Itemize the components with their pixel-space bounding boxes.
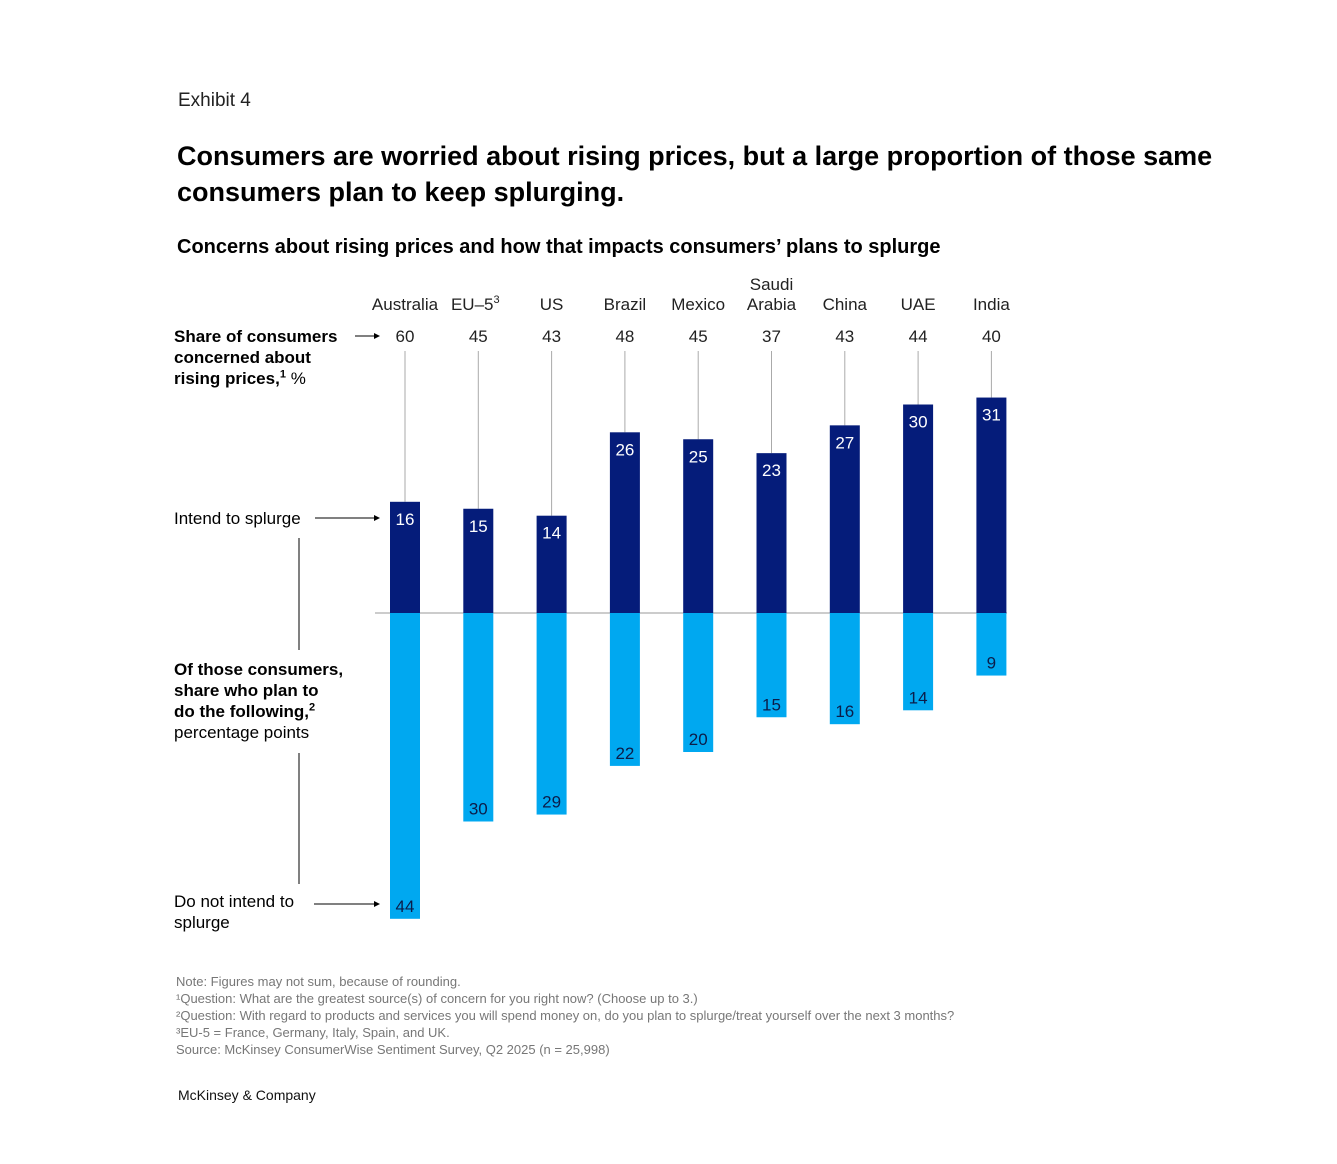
not-intend-bar-0 — [390, 613, 420, 919]
not-intend-value-4: 20 — [689, 730, 708, 749]
category-label-5-line1: Saudi — [750, 275, 793, 294]
concern-value-1: 45 — [469, 327, 488, 346]
concern-label-line1: Share of consumers — [174, 327, 338, 346]
concern-row-label: Share of consumers concerned about risin… — [174, 326, 337, 389]
brand-logo-text: McKinsey & Company — [178, 1087, 316, 1103]
intend-value-3: 26 — [615, 440, 634, 459]
intend-value-8: 31 — [982, 406, 1001, 425]
not-intend-value-0: 44 — [396, 897, 415, 916]
not-intend-bar-7 — [903, 613, 934, 711]
concern-label-line3: rising prices, — [174, 369, 280, 388]
footnotes: Note: Figures may not sum, because of ro… — [176, 973, 954, 1058]
not-intend-value-2: 29 — [542, 793, 561, 812]
intend-arrow-head — [374, 515, 380, 521]
category-label-6: China — [823, 295, 868, 314]
intend-value-1: 15 — [469, 517, 488, 536]
concern-value-0: 60 — [396, 327, 415, 346]
not-intend-bar-2 — [536, 613, 567, 815]
plan-unit: percentage points — [174, 723, 310, 742]
not-intend-bar-1 — [463, 613, 494, 822]
not-intend-bar-3 — [609, 613, 640, 766]
not-intend-bar-5 — [756, 613, 787, 718]
intend-bar-8 — [976, 397, 1007, 613]
not-intend-row-label: Do not intend to splurge — [174, 891, 294, 933]
intend-value-5: 23 — [762, 461, 781, 480]
intend-value-4: 25 — [689, 447, 708, 466]
plan-label-line2: share who plan to — [174, 681, 319, 700]
exhibit-label: Exhibit 4 — [178, 90, 251, 111]
not-intend-value-8: 9 — [987, 654, 996, 673]
intend-row-label: Intend to splurge — [174, 509, 301, 528]
intend-bar-1 — [463, 508, 494, 613]
intend-value-2: 14 — [542, 524, 561, 543]
not-intend-bar-4 — [683, 613, 714, 752]
concern-value-4: 45 — [689, 327, 708, 346]
concern-value-2: 43 — [542, 327, 561, 346]
intend-bar-4 — [683, 439, 714, 613]
intend-value-7: 30 — [909, 413, 928, 432]
intend-bar-2 — [536, 515, 567, 613]
not-intend-value-1: 30 — [469, 800, 488, 819]
category-label-8: India — [973, 295, 1010, 314]
chart-subtitle: Concerns about rising prices and how tha… — [177, 236, 941, 258]
concern-value-5: 37 — [762, 327, 781, 346]
plan-label-line3: do the following, — [174, 702, 310, 721]
not-intend-value-3: 22 — [615, 744, 634, 763]
concern-arrow-head — [374, 333, 380, 339]
not-intend-label-line2: splurge — [174, 913, 230, 932]
intend-value-0: 16 — [396, 510, 415, 529]
not-intend-value-6: 16 — [835, 702, 854, 721]
not-intend-bar-6 — [829, 613, 860, 725]
chart-title: Consumers are worried about rising price… — [177, 141, 1213, 207]
concern-value-3: 48 — [615, 327, 634, 346]
not-intend-arrow-head — [374, 901, 380, 907]
intend-value-6: 27 — [835, 433, 854, 452]
intend-bar-6 — [829, 425, 860, 613]
not-intend-value-7: 14 — [909, 688, 928, 707]
not-intend-label-line1: Do not intend to — [174, 892, 295, 911]
not-intend-value-5: 15 — [762, 695, 781, 714]
intend-bar-5 — [756, 453, 787, 613]
concern-label-line2: concerned about — [174, 348, 311, 367]
concern-value-6: 43 — [835, 327, 854, 346]
category-label-1: EU–53 — [451, 294, 500, 314]
category-label-7: UAE — [901, 295, 936, 314]
intend-bar-7 — [903, 404, 934, 613]
not-intend-bar-8 — [976, 613, 1007, 676]
concern-value-8: 40 — [982, 327, 1001, 346]
category-label-2: US — [540, 295, 564, 314]
plan-footnote-marker: 2 — [309, 701, 316, 714]
footnote-2: ²Question: With regard to products and s… — [176, 1008, 955, 1023]
intend-bar-3 — [609, 432, 640, 613]
source-line: Source: McKinsey ConsumerWise Sentiment … — [176, 1042, 610, 1057]
concern-footnote-marker: 1 — [279, 368, 286, 381]
plan-row-label: Of those consumers, share who plan to do… — [174, 659, 343, 743]
intend-bar-0 — [390, 501, 420, 613]
plan-label-line1: Of those consumers, — [174, 660, 344, 679]
category-label-0: Australia — [372, 295, 439, 314]
footnote-1: ¹Question: What are the greatest source(… — [176, 991, 698, 1006]
concern-value-7: 44 — [909, 327, 928, 346]
category-label-5-line2: Arabia — [747, 295, 797, 314]
footnote-3: ³EU-5 = France, Germany, Italy, Spain, a… — [176, 1025, 450, 1040]
category-label-4: Mexico — [671, 295, 725, 314]
category-label-3: Brazil — [604, 295, 647, 314]
note-line: Note: Figures may not sum, because of ro… — [176, 974, 461, 989]
concern-unit: % — [290, 369, 306, 388]
